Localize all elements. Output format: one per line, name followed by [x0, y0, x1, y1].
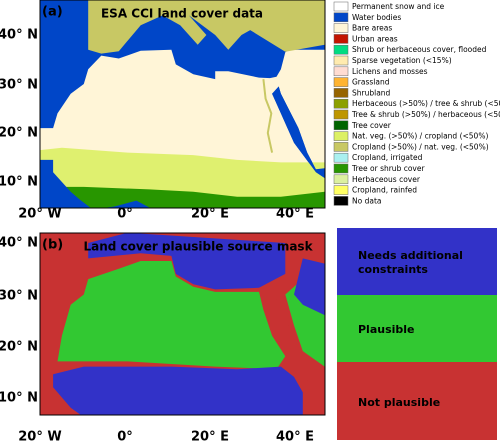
map-frame [39, 232, 326, 416]
legend-label: Cropland (>50%) / nat. veg. (<50%) [352, 142, 489, 151]
legend-label: Cropland, irrigated [352, 153, 423, 162]
y-tick-label: 10° N [0, 175, 38, 190]
legend-swatch [333, 98, 349, 109]
river [262, 78, 274, 153]
legend-label: Grassland [352, 78, 390, 87]
colorbar-segment [337, 295, 497, 362]
legend-swatch [333, 196, 349, 206]
legend-swatch [333, 23, 349, 33]
legend-label: Shrub or herbaceous cover, flooded [352, 45, 487, 54]
legend-label: Nat. veg. (>50%) / cropland (<50%) [352, 132, 488, 141]
x-tick-label: 40° E [276, 207, 314, 222]
legend-swatch [333, 44, 349, 55]
y-tick-label: 20° N [0, 126, 38, 141]
legend-label: Urban areas [352, 34, 398, 43]
legend-label: Herbaceous cover [352, 175, 421, 184]
legend-label: Tree & shrub (>50%) / herbaceous (<50%) [351, 110, 500, 119]
y-tick-label: 10° N [0, 391, 38, 406]
x-tick-label: 20° E [191, 207, 229, 222]
y-tick-label: 20° N [0, 340, 38, 355]
legend-label: Lichens and mosses [352, 67, 428, 76]
legend-label: Cropland, rainfed [352, 186, 417, 195]
x-tick-label: 0° [117, 430, 133, 445]
ocean [103, 200, 151, 208]
legend-swatch [333, 185, 349, 195]
y-tick-label: 30° N [0, 289, 38, 304]
legend-swatch [333, 34, 349, 44]
panel-title: Land cover plausible source mask [83, 240, 313, 254]
colorbar-label: Plausible [358, 323, 415, 336]
legend-label: Sparse vegetation (<15%) [352, 56, 452, 65]
map-a [40, 0, 325, 208]
needs-constraints [294, 258, 325, 316]
panel-label: (b) [42, 238, 63, 253]
legend-swatch [333, 174, 349, 185]
legend-swatch [333, 109, 349, 120]
colorbar-label: Needs additional constraints [358, 249, 463, 276]
red-sea [273, 298, 315, 384]
map-b [40, 233, 325, 415]
legend-label: Shrubland [352, 88, 391, 97]
legend-swatch [333, 66, 349, 77]
legend-swatch [333, 152, 349, 163]
legend-swatch [333, 12, 349, 23]
legend-swatch [333, 1, 349, 12]
colorbar-label-line: constraints [358, 263, 428, 276]
x-tick-label: 20° W [18, 207, 61, 222]
colorbar-segment [337, 362, 497, 440]
land [88, 0, 325, 54]
vegetation [40, 186, 325, 208]
panel-title: ESA CCI land cover data [101, 7, 263, 21]
legend-label: Permanent snow and ice [352, 2, 445, 11]
x-tick-label: 20° W [18, 430, 61, 445]
x-tick-label: 20° E [191, 430, 229, 445]
needs-constraints [53, 366, 303, 415]
legend-label: Bare areas [352, 24, 392, 33]
x-tick-label: 40° E [276, 430, 314, 445]
legend-swatch [333, 88, 349, 98]
legend-label: Tree or shrub cover [351, 164, 425, 173]
map-frame [39, 0, 326, 209]
legend-label: No data [352, 196, 381, 205]
colorbar-label: Not plausible [358, 396, 440, 409]
legend-label: Water bodies [352, 13, 401, 22]
legend-swatch [333, 142, 349, 152]
colorbar-label-line: Needs additional [358, 249, 463, 262]
colorbar-segment [337, 228, 497, 295]
legend-swatch [333, 120, 349, 131]
legend-swatch [333, 77, 349, 87]
y-tick-label: 40° N [0, 236, 38, 251]
x-tick-label: 0° [117, 207, 133, 222]
panel-label: (a) [42, 5, 63, 20]
y-tick-label: 40° N [0, 28, 38, 43]
legend-swatch [333, 131, 349, 141]
y-tick-label: 30° N [0, 78, 38, 93]
legend-swatch [333, 55, 349, 66]
legend-label: Herbaceous (>50%) / tree & shrub (<50%) [352, 99, 500, 108]
legend-swatch [333, 163, 349, 174]
ocean [40, 159, 91, 208]
legend-label: Tree cover [351, 121, 392, 130]
needs-constraints [88, 233, 286, 290]
ocean [272, 86, 325, 179]
plausible [57, 261, 286, 370]
